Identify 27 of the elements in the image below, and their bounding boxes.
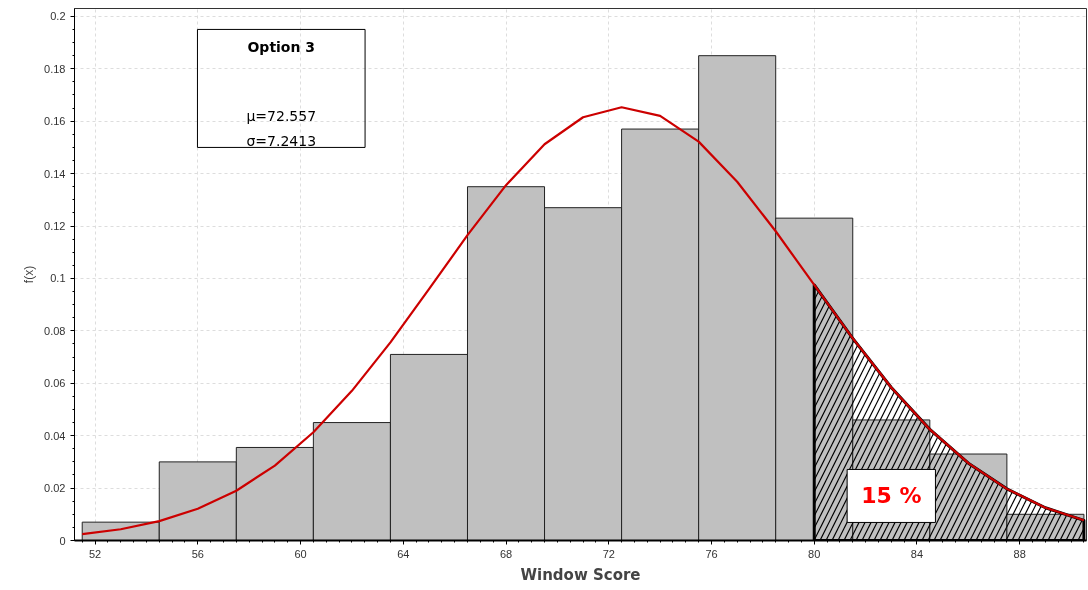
y-tick-label: 0.12 <box>44 220 66 233</box>
y-tick-label: 0.06 <box>44 377 66 390</box>
y-tick-label: 0 <box>59 534 66 547</box>
x-tick-label: 56 <box>191 547 204 560</box>
x-tick-label: 64 <box>397 547 410 560</box>
x-tick-label: 68 <box>499 547 513 560</box>
x-tick-label: 72 <box>602 547 615 560</box>
y-tick-label: 0.08 <box>44 324 66 337</box>
x-tick-label: 84 <box>910 547 924 560</box>
y-tick-label: 0.04 <box>44 429 66 442</box>
y-tick-label: 0.16 <box>44 115 66 128</box>
x-tick-label: 76 <box>705 547 718 560</box>
y-tick-label: 0.2 <box>50 10 66 23</box>
x-tick-label: 88 <box>1013 547 1026 560</box>
x-tick-label: 52 <box>88 547 102 560</box>
y-tick-label: 0.1 <box>50 272 66 285</box>
annotation: μ=72.557 <box>246 107 317 124</box>
x-tick-label: 80 <box>808 547 821 560</box>
y-tick-label: 0.14 <box>44 167 66 180</box>
y-axis-title: f(x) <box>22 265 37 284</box>
x-axis-title: Window Score <box>520 565 641 584</box>
y-tick-label: 0.18 <box>44 62 66 75</box>
annotation: σ=7.2413 <box>246 132 317 149</box>
annotation: Option 3 <box>247 39 316 56</box>
y-tick-label: 0.02 <box>44 482 66 495</box>
annotation: 15 % <box>861 483 922 509</box>
x-tick-label: 60 <box>294 547 307 560</box>
